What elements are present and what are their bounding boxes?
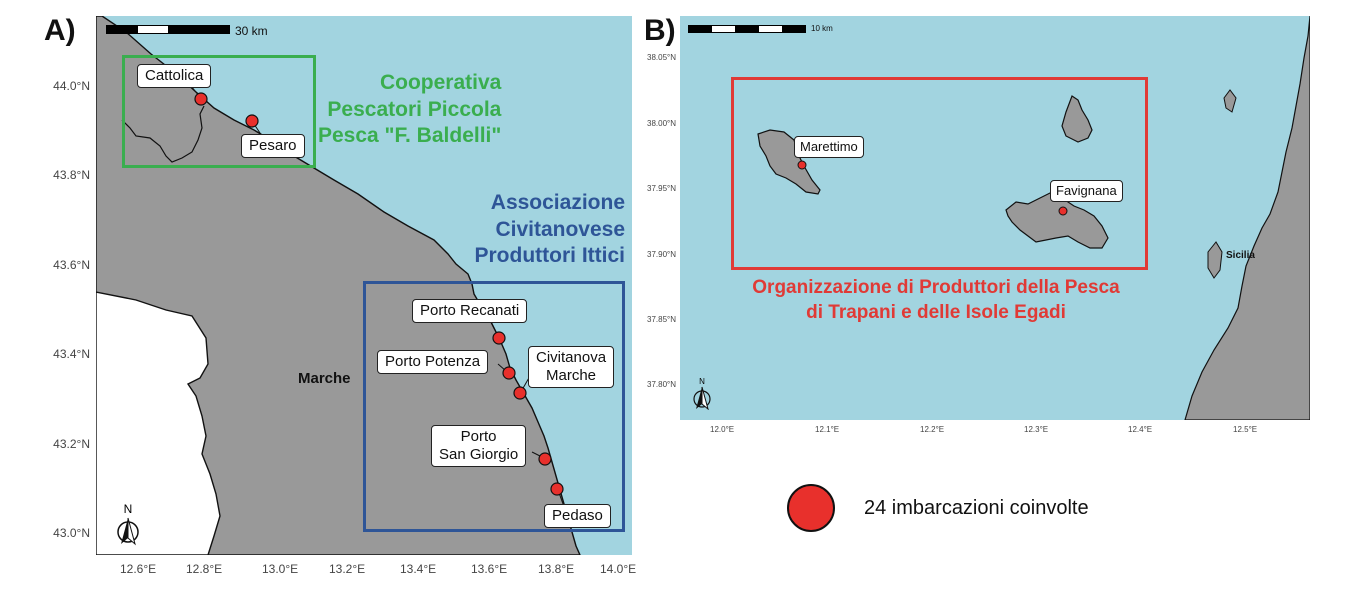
org-green-line1: Cooperativa <box>379 71 502 94</box>
panel-a-north-arrow: N <box>116 502 140 551</box>
org-label-red: Organizzazione di Produttori della Pesca… <box>740 276 1132 325</box>
port-label-porto-recanati: Porto Recanati <box>412 299 528 323</box>
org-blue-line3: Produttori Ittici <box>474 244 626 268</box>
panel-b-y-tick: 38.05°N <box>647 53 676 62</box>
panel-a-y-tick: 43.6°N <box>53 258 90 272</box>
panel-a-y-tick: 43.2°N <box>53 437 90 451</box>
region-label-marche: Marche <box>298 370 351 387</box>
panel-a-scale-label: 30 km <box>235 24 268 38</box>
panel-b-y-tick: 37.95°N <box>647 184 676 193</box>
panel-b-x-tick: 12.4°E <box>1128 425 1153 434</box>
port-label-cattolica: Cattolica <box>137 64 212 88</box>
panel-b-x-tick: 12.1°E <box>815 425 840 434</box>
port-label-porto-san-giorgio: Porto San Giorgio <box>431 425 527 467</box>
panel-a-y-tick: 43.4°N <box>53 347 90 361</box>
org-red-line2: di Trapani e delle Isole Egadi <box>806 301 1066 323</box>
red-region-box <box>731 77 1148 270</box>
panel-a-x-tick: 13.6°E <box>471 562 508 576</box>
green-region-box <box>122 55 316 168</box>
levanzo-island <box>1061 95 1093 143</box>
org-label-green: Cooperativa Pescatori Piccola Pesca "F. … <box>318 70 501 150</box>
marettimo-island <box>757 129 821 195</box>
panel-b-scale-bar <box>688 25 806 33</box>
panel-b-x-tick: 12.2°E <box>920 425 945 434</box>
panel-a-x-tick: 13.2°E <box>329 562 366 576</box>
panel-b-y-tick: 37.80°N <box>647 380 676 389</box>
tuscany-region <box>96 291 221 555</box>
blue-region-box <box>363 281 625 532</box>
org-label-blue: Associazione Civitanovese Produttori Itt… <box>475 190 626 270</box>
favignana-island <box>1005 191 1109 249</box>
panel-b-x-tick: 12.3°E <box>1024 425 1049 434</box>
panel-a-x-tick: 13.0°E <box>262 562 299 576</box>
panel-a-scale-bar <box>106 25 230 34</box>
panel-b-north-label: N <box>699 377 705 386</box>
port-label-porto-san-giorgio-line2: San Giorgio <box>439 446 519 463</box>
sea-area-b <box>680 16 1310 420</box>
port-label-pedaso: Pedaso <box>544 504 611 528</box>
panel-a-y-tick: 43.8°N <box>53 168 90 182</box>
org-blue-line1: Associazione <box>490 191 625 214</box>
org-blue-line2: Civitanovese <box>495 217 625 241</box>
panel-b-north-arrow: N <box>691 377 713 415</box>
port-label-civitanova: Civitanova Marche <box>528 346 615 388</box>
panel-a-y-tick: 43.0°N <box>53 526 90 540</box>
panel-a-x-tick: 14.0°E <box>600 562 637 576</box>
panel-a-letter: A) <box>44 14 76 47</box>
legend-marker-circle <box>787 484 835 532</box>
panel-a-y-tick: 44.0°N <box>53 79 90 93</box>
sicily-land <box>1184 16 1310 420</box>
port-label-civitanova-line1: Civitanova <box>536 349 607 366</box>
port-label-porto-potenza: Porto Potenza <box>377 350 489 374</box>
north-arrow-icon <box>117 517 139 546</box>
port-label-civitanova-line2: Marche <box>546 367 597 384</box>
panel-b-y-tick: 37.85°N <box>647 315 676 324</box>
panel-a-x-tick: 13.8°E <box>538 562 575 576</box>
region-label-sicilia: Sicilia <box>1226 250 1255 261</box>
org-red-line1: Organizzazione di Produttori della Pesca <box>752 277 1120 298</box>
north-arrow-icon <box>693 386 711 411</box>
org-green-line2: Pescatori Piccola <box>327 97 502 121</box>
panel-b-scale-label: 10 km <box>811 24 833 33</box>
port-label-marettimo: Marettimo <box>794 136 864 158</box>
panel-a-x-tick: 12.8°E <box>186 562 223 576</box>
org-green-line3: Pesca "F. Baldelli" <box>318 124 502 148</box>
legend-marker <box>787 484 835 532</box>
port-label-pesaro: Pesaro <box>241 134 305 158</box>
panel-b-map-canvas <box>680 16 1310 420</box>
panel-b-letter: B) <box>644 14 676 47</box>
panel-b-y-tick: 38.00°N <box>647 119 676 128</box>
legend-text: 24 imbarcazioni coinvolte <box>864 497 1089 519</box>
panel-b-map <box>680 16 1310 420</box>
panel-b-x-tick: 12.0°E <box>710 425 735 434</box>
sicily-islet-a <box>1207 241 1223 279</box>
panel-a-x-tick: 13.4°E <box>400 562 437 576</box>
port-label-favignana: Favignana <box>1050 180 1123 202</box>
port-label-porto-san-giorgio-line1: Porto <box>460 428 497 445</box>
panel-b-y-tick: 37.90°N <box>647 250 676 259</box>
panel-a-x-tick: 12.6°E <box>120 562 157 576</box>
sicily-islet-b <box>1223 89 1237 113</box>
panel-b-x-tick: 12.5°E <box>1233 425 1258 434</box>
san-marino-border <box>121 105 205 163</box>
panel-a-north-label: N <box>123 502 133 516</box>
